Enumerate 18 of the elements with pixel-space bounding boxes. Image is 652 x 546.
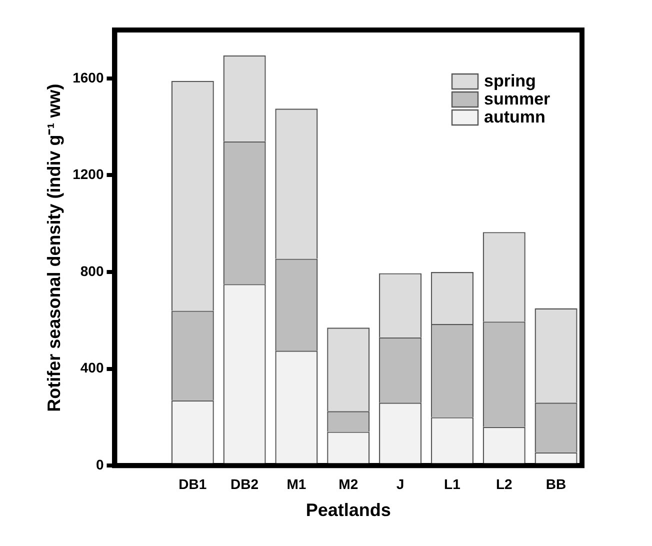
x-axis-title: Peatlands: [306, 500, 391, 520]
x-tick-label: BB: [546, 476, 566, 492]
y-tick-label: 800: [80, 262, 104, 279]
y-tick-label: 0: [96, 456, 104, 472]
legend-label: autumn: [484, 108, 546, 127]
y-tick-label: 400: [80, 360, 104, 376]
x-tick-label: DB1: [178, 476, 207, 492]
x-tick-label: M2: [338, 476, 358, 492]
x-tick-label: L2: [496, 476, 513, 492]
x-tick-label: J: [396, 476, 404, 492]
legend-label: spring: [484, 72, 536, 91]
legend-label: summer: [484, 90, 551, 109]
x-tick-label: DB2: [230, 476, 259, 492]
y-tick-label: 1200: [72, 166, 104, 182]
x-tick-label: M1: [286, 476, 306, 492]
y-tick-label: 1600: [72, 69, 104, 86]
y-axis-title: Rotifer seasonal density (indiv g⁻¹ ww): [44, 84, 64, 412]
x-tick-label: L1: [444, 476, 461, 492]
